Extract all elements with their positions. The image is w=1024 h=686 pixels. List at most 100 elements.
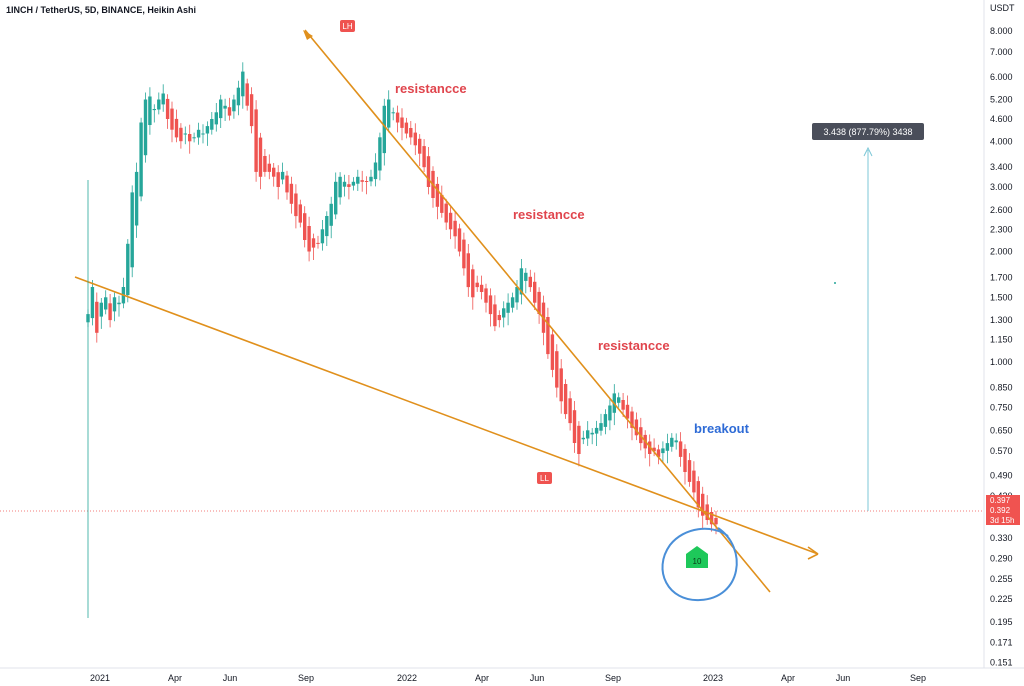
- candle-down: [687, 460, 692, 482]
- price-tag-3: 3d 15h: [990, 516, 1014, 525]
- candle-down: [656, 449, 661, 457]
- candle-down: [440, 194, 444, 213]
- time-tick-label: 2021: [90, 673, 110, 683]
- candle-down: [683, 448, 687, 472]
- candle-down: [263, 156, 267, 172]
- candle-up: [148, 96, 152, 125]
- candle-down: [701, 493, 705, 516]
- candle-down: [475, 282, 479, 288]
- marker-ll[interactable]: LL: [537, 472, 552, 484]
- candle-down: [696, 481, 700, 508]
- candle-down: [457, 228, 462, 252]
- candle-down: [448, 212, 453, 230]
- candle-up: [378, 137, 382, 171]
- candle-up: [369, 176, 373, 182]
- price-tick-label: 0.195: [990, 617, 1013, 627]
- candle-up: [90, 287, 95, 319]
- price-tick-label: 0.225: [990, 594, 1013, 604]
- candle-down: [634, 419, 639, 436]
- candle-down: [95, 301, 99, 333]
- price-tick-label: 0.490: [990, 470, 1013, 480]
- time-tick-label: Jun: [530, 673, 545, 683]
- candle-down: [493, 304, 497, 327]
- candle-down: [254, 109, 258, 172]
- candle-up: [210, 119, 214, 130]
- candle-up: [356, 176, 360, 184]
- price-tick-label: 0.290: [990, 554, 1013, 564]
- candle-up: [382, 105, 386, 154]
- marker-lh-label: LH: [342, 22, 352, 31]
- candle-up: [510, 297, 515, 308]
- candle-down: [316, 242, 320, 244]
- candle-down: [563, 384, 568, 415]
- candle-up: [590, 432, 594, 435]
- candle-up: [603, 414, 608, 427]
- time-tick-label: Sep: [298, 673, 314, 683]
- candle-up: [219, 99, 223, 119]
- candle-down: [227, 107, 232, 116]
- candle-down: [546, 317, 550, 355]
- candle-up: [232, 99, 236, 112]
- candle-up: [338, 176, 342, 198]
- price-tick-label: 1.300: [990, 315, 1013, 325]
- marker-ten-box: [686, 546, 708, 568]
- marker-lh[interactable]: LH: [340, 20, 355, 32]
- price-tick-label: 0.850: [990, 383, 1013, 393]
- price-axis[interactable]: 8.000 7.000 6.000 5.200 4.600 4.000 3.400 3.000…: [990, 26, 1013, 668]
- candle-up: [320, 229, 325, 244]
- candle-down: [188, 134, 192, 142]
- marker-ll-label: LL: [540, 474, 549, 483]
- candle-up: [594, 427, 599, 434]
- measure-label-box: [812, 123, 924, 140]
- candle-up: [524, 272, 528, 281]
- candle-down: [453, 220, 457, 237]
- candle-up: [325, 216, 329, 237]
- price-tags: 0.397 0.392 3d 15h: [986, 495, 1020, 525]
- support-trendline[interactable]: [74, 276, 819, 555]
- chart-title: 1INCH / TetherUS, 5D, BINANCE, Heikin As…: [6, 5, 196, 15]
- candle-down: [165, 98, 170, 119]
- candle-up: [665, 443, 670, 451]
- time-tick-label: Sep: [605, 673, 621, 683]
- candle-up: [674, 440, 678, 443]
- candle-up: [351, 181, 356, 186]
- candle-down: [488, 295, 493, 315]
- marker-ll-box: [537, 472, 552, 484]
- candle-down: [400, 117, 404, 128]
- candle-down: [709, 512, 714, 525]
- candle-down: [625, 404, 630, 419]
- candle-up: [99, 302, 103, 317]
- candle-up: [373, 162, 378, 180]
- price-tick-label: 1.000: [990, 357, 1013, 367]
- price-tick-label: 1.150: [990, 335, 1013, 345]
- candle-up: [134, 171, 139, 226]
- candle-up: [342, 181, 347, 187]
- price-tick-label: 3.400: [990, 162, 1013, 172]
- candle-down: [108, 303, 112, 321]
- resistance-trendline[interactable]: [304, 29, 771, 593]
- candle-up: [201, 133, 205, 135]
- price-tick-label: 3.000: [990, 182, 1013, 192]
- candle-up: [617, 397, 621, 403]
- candle-down: [418, 138, 422, 154]
- time-tick-label: 2022: [397, 673, 417, 683]
- time-tick-label: Jun: [223, 673, 238, 683]
- candle-up: [152, 109, 156, 111]
- candle-up: [599, 423, 603, 431]
- price-tick-label: 0.570: [990, 446, 1013, 456]
- candle-up: [506, 302, 510, 313]
- candle-down: [267, 163, 271, 172]
- candle-down: [577, 425, 581, 454]
- price-tick-label: 1.700: [990, 272, 1013, 282]
- candle-up: [117, 302, 121, 305]
- measure-tool[interactable]: 3.438 (877.79%) 3438: [812, 123, 924, 511]
- resistance-arrowhead: [303, 30, 313, 40]
- candle-down: [435, 183, 440, 207]
- candle-down: [484, 288, 488, 303]
- candle-up: [280, 171, 285, 180]
- marker-lh-box: [340, 20, 355, 32]
- price-tick-label: 2.000: [990, 247, 1013, 257]
- time-axis[interactable]: 2021 Apr Jun Sep 2022 Apr Jun Sep 2023 Apr Jun Sep: [90, 673, 926, 683]
- marker-ten[interactable]: 10: [686, 546, 708, 568]
